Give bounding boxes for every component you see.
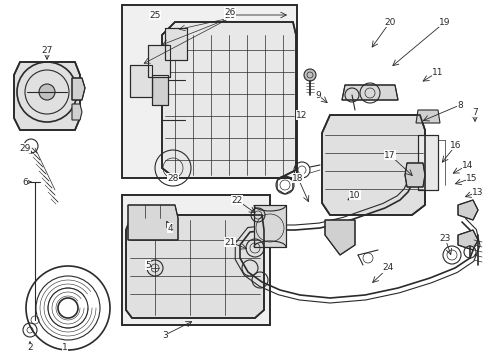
Text: 28: 28 — [167, 174, 179, 183]
Text: 12: 12 — [296, 111, 308, 120]
Text: 25: 25 — [149, 10, 161, 19]
Polygon shape — [416, 110, 440, 123]
Text: 15: 15 — [466, 174, 478, 183]
Bar — [148, 45, 170, 77]
Bar — [122, 195, 270, 325]
Polygon shape — [458, 200, 478, 220]
Text: 16: 16 — [450, 140, 462, 149]
Text: 29: 29 — [19, 144, 31, 153]
Bar — [165, 28, 187, 60]
Text: 6: 6 — [22, 177, 28, 186]
Text: 3: 3 — [162, 330, 168, 339]
Text: 5: 5 — [145, 261, 151, 270]
Polygon shape — [405, 163, 425, 187]
Bar — [254, 205, 286, 247]
Text: 21: 21 — [224, 238, 236, 247]
Text: 10: 10 — [349, 190, 361, 199]
Polygon shape — [14, 62, 80, 130]
Bar — [418, 135, 438, 190]
Bar — [254, 205, 286, 247]
Polygon shape — [128, 205, 178, 240]
Text: 26: 26 — [224, 8, 236, 17]
Polygon shape — [152, 75, 168, 105]
Text: 19: 19 — [439, 18, 451, 27]
Polygon shape — [342, 85, 398, 100]
Text: 23: 23 — [440, 234, 451, 243]
Polygon shape — [325, 220, 355, 255]
Polygon shape — [162, 22, 296, 178]
Text: 14: 14 — [462, 161, 474, 170]
Text: 1: 1 — [62, 343, 68, 352]
Bar — [130, 65, 152, 97]
Text: 9: 9 — [315, 90, 321, 99]
Text: 18: 18 — [292, 174, 304, 183]
Bar — [122, 5, 297, 178]
Circle shape — [304, 69, 316, 81]
Text: 2: 2 — [27, 343, 33, 352]
Polygon shape — [322, 115, 425, 215]
Polygon shape — [458, 230, 478, 250]
Text: 20: 20 — [384, 18, 396, 27]
Text: 4: 4 — [167, 224, 173, 233]
Bar — [130, 65, 152, 97]
Polygon shape — [72, 104, 82, 120]
Text: 7: 7 — [472, 108, 478, 117]
Polygon shape — [72, 78, 85, 100]
Text: 11: 11 — [432, 68, 444, 77]
Text: 24: 24 — [382, 264, 393, 273]
Bar — [148, 45, 170, 77]
Bar — [122, 195, 270, 325]
Text: 17: 17 — [384, 150, 396, 159]
Text: 8: 8 — [457, 100, 463, 109]
Bar — [418, 135, 438, 190]
Bar — [165, 28, 187, 60]
Text: 13: 13 — [472, 188, 484, 197]
Polygon shape — [126, 215, 264, 318]
Text: 26: 26 — [224, 10, 236, 19]
Bar — [122, 5, 297, 178]
Circle shape — [39, 84, 55, 100]
Text: 22: 22 — [231, 195, 243, 204]
Text: 27: 27 — [41, 45, 53, 54]
